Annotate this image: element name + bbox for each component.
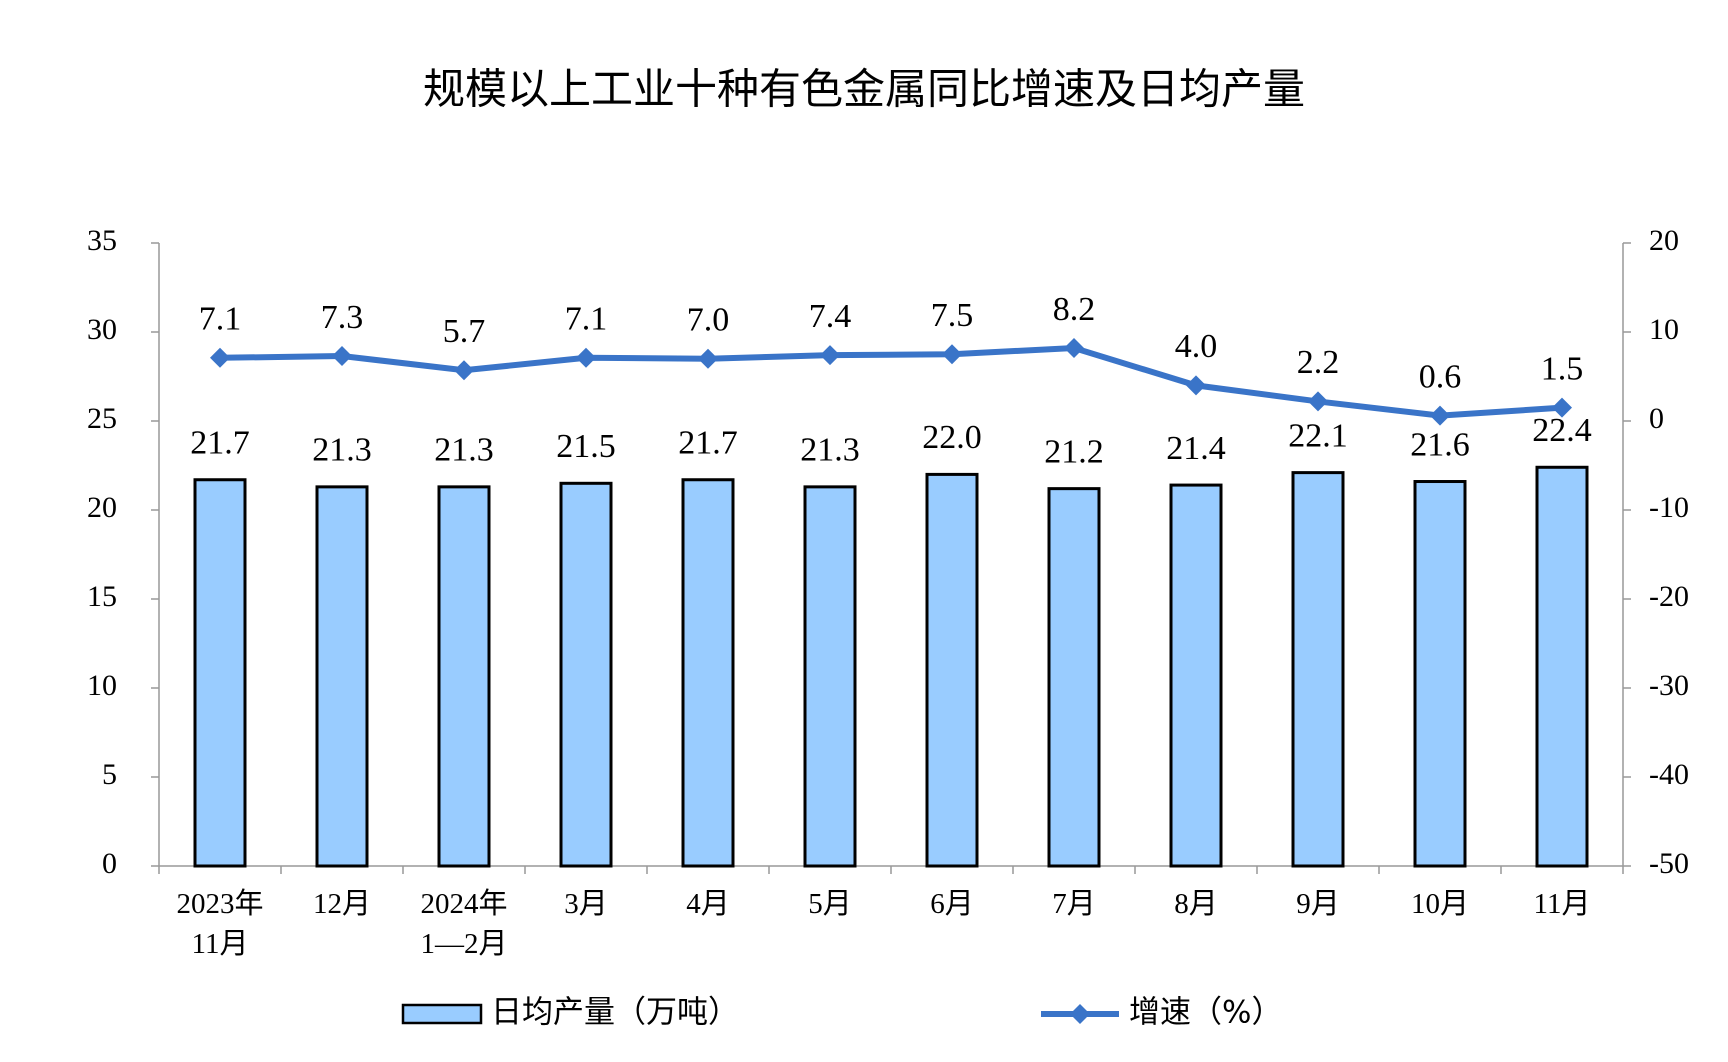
line-marker (820, 345, 840, 366)
x-tick-label: 6月 (930, 888, 974, 920)
bar (559, 481, 613, 868)
line-marker (1064, 338, 1084, 359)
line-marker (1552, 397, 1572, 418)
bar-value-label: 22.0 (922, 419, 982, 456)
y-tick-label: 5 (102, 758, 117, 791)
x-tick-label: 12月 (312, 888, 371, 920)
chart-title: 规模以上工业十种有色金属同比增速及日均产量 (423, 65, 1305, 114)
y2-tick-label: -20 (1649, 580, 1689, 613)
bar-value-label: 21.7 (678, 425, 738, 462)
bar-value-label: 21.5 (556, 428, 616, 465)
bar (1291, 471, 1345, 868)
bar (681, 478, 735, 868)
line-value-label: 8.2 (1053, 291, 1096, 328)
line-marker (332, 346, 352, 367)
bar-value-label: 21.2 (1044, 433, 1104, 470)
y-tick-label: 15 (87, 580, 117, 613)
line-value-label: 7.0 (687, 301, 730, 338)
x-tick-label: 3月 (564, 888, 608, 920)
y2-tick-label: -50 (1649, 847, 1689, 880)
line-value-label: 7.5 (931, 297, 974, 334)
bar (1535, 465, 1589, 868)
line-marker (1308, 391, 1328, 412)
y2-tick-label: -30 (1649, 669, 1689, 702)
line-value-label: 7.1 (565, 301, 608, 338)
line-marker (454, 360, 474, 381)
y-tick-label: 25 (87, 402, 117, 435)
bar (315, 485, 369, 868)
line-value-label: 7.3 (321, 299, 364, 336)
line (219, 344, 1563, 419)
line-value-label: 4.0 (1175, 328, 1218, 365)
bar (193, 478, 247, 868)
y-tick-label: 20 (87, 491, 117, 524)
line-value-label: 2.2 (1297, 344, 1340, 381)
y2-tick-label: 0 (1649, 402, 1664, 435)
bar (437, 485, 491, 868)
x-tick-label: 10月 (1410, 888, 1469, 920)
legend-label: 增速（%） (1129, 995, 1282, 1031)
y-tick-label: 0 (102, 847, 117, 880)
x-tick-label: 2024年 1—2月 (420, 888, 508, 960)
x-tick-label: 8月 (1174, 888, 1218, 920)
y-tick-label: 30 (87, 313, 117, 346)
bar (925, 472, 979, 868)
line-value-label: 1.5 (1541, 350, 1584, 387)
y2-tick-label: -40 (1649, 758, 1689, 791)
x-tick-label: 11月 (1533, 888, 1591, 920)
line-marker (1430, 405, 1450, 426)
bar-value-label: 21.6 (1410, 426, 1470, 463)
bar-value-label: 22.4 (1532, 412, 1592, 449)
y2-tick-label: 10 (1649, 313, 1679, 346)
x-tick-label: 7月 (1052, 888, 1096, 920)
legend-marker (1070, 1004, 1090, 1024)
line-value-label: 7.1 (199, 301, 242, 338)
line-marker (1186, 375, 1206, 396)
legend-label: 日均产量（万吨） (491, 995, 739, 1031)
x-tick-label: 5月 (808, 888, 852, 920)
line-value-label: 5.7 (443, 313, 486, 350)
bar (1047, 487, 1101, 868)
line-value-label: 7.4 (809, 298, 852, 335)
bar-value-label: 21.7 (190, 425, 250, 462)
bar-value-label: 21.4 (1166, 430, 1226, 467)
bar-value-label: 21.3 (434, 432, 494, 469)
x-tick-label: 2023年 11月 (176, 888, 264, 960)
x-tick-label: 4月 (686, 888, 730, 920)
bar-value-label: 21.3 (800, 432, 860, 469)
line-marker (210, 347, 230, 368)
bar (1169, 483, 1223, 868)
legend-swatch (401, 1003, 483, 1025)
y-tick-label: 35 (87, 224, 117, 257)
y2-tick-label: 20 (1649, 224, 1679, 257)
bar (1413, 480, 1467, 868)
line-marker (576, 347, 596, 368)
y-tick-label: 10 (87, 669, 117, 702)
bar-value-label: 22.1 (1288, 417, 1348, 454)
line-value-label: 0.6 (1419, 358, 1462, 395)
bar (803, 485, 857, 868)
line-marker (698, 348, 718, 369)
y2-tick-label: -10 (1649, 491, 1689, 524)
line-marker (942, 344, 962, 365)
bar-value-label: 21.3 (312, 432, 372, 469)
x-tick-label: 9月 (1296, 888, 1340, 920)
